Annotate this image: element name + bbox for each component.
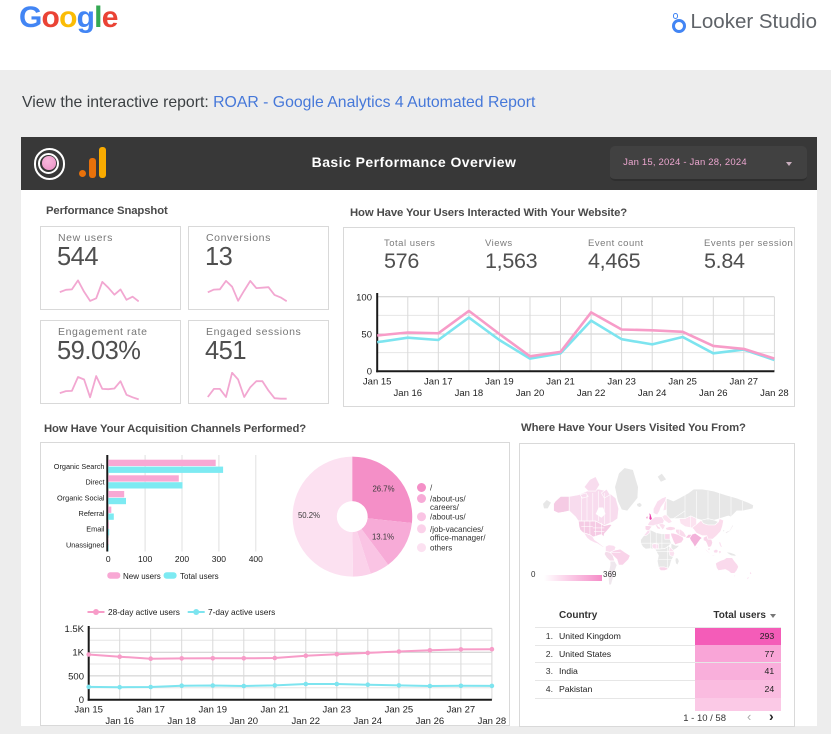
svg-text:/about-us/: /about-us/ xyxy=(430,513,466,522)
svg-text:Jan 17: Jan 17 xyxy=(136,705,165,716)
svg-text:Jan 28: Jan 28 xyxy=(478,716,507,726)
svg-text:Jan 27: Jan 27 xyxy=(447,705,476,716)
svg-text:careers/: careers/ xyxy=(430,503,460,512)
svg-text:Organic Search: Organic Search xyxy=(54,462,105,471)
svg-text:Total users: Total users xyxy=(180,572,219,581)
svg-text:Jan 28: Jan 28 xyxy=(760,388,789,399)
svg-text:Jan 20: Jan 20 xyxy=(230,716,259,726)
svg-text:28-day active users: 28-day active users xyxy=(108,607,180,617)
svg-text:New users: New users xyxy=(123,572,161,581)
svg-text:Jan 26: Jan 26 xyxy=(699,388,728,399)
svg-text:Jan 24: Jan 24 xyxy=(638,388,667,399)
svg-text:50.2%: 50.2% xyxy=(298,511,320,520)
svg-text:0: 0 xyxy=(367,367,372,378)
svg-text:Jan 25: Jan 25 xyxy=(668,377,697,388)
svg-text:/about-us/: /about-us/ xyxy=(430,495,466,504)
svg-text:Jan 21: Jan 21 xyxy=(546,377,575,388)
svg-text:others: others xyxy=(430,544,452,553)
svg-text:1K: 1K xyxy=(72,648,84,659)
svg-text:0: 0 xyxy=(79,695,84,706)
svg-text:Jan 17: Jan 17 xyxy=(424,377,453,388)
svg-text:Jan 15: Jan 15 xyxy=(74,705,103,716)
svg-text:Jan 20: Jan 20 xyxy=(516,388,545,399)
svg-text:200: 200 xyxy=(175,554,189,564)
svg-text:Jan 26: Jan 26 xyxy=(416,716,445,726)
svg-text:Jan 23: Jan 23 xyxy=(607,377,636,388)
svg-text:Email: Email xyxy=(86,525,105,534)
svg-text:Jan 19: Jan 19 xyxy=(199,705,228,716)
svg-text:Jan 25: Jan 25 xyxy=(385,705,414,716)
svg-text:400: 400 xyxy=(249,554,263,564)
svg-text:Referral: Referral xyxy=(79,509,105,518)
svg-text:Unassigned: Unassigned xyxy=(66,540,105,549)
svg-text:Jan 19: Jan 19 xyxy=(485,377,514,388)
svg-text:Jan 24: Jan 24 xyxy=(354,716,383,726)
svg-text:1.5K: 1.5K xyxy=(64,624,84,635)
svg-text:26.7%: 26.7% xyxy=(372,485,394,494)
svg-text:0: 0 xyxy=(106,554,111,564)
svg-text:Jan 22: Jan 22 xyxy=(292,716,321,726)
svg-text:Jan 15: Jan 15 xyxy=(363,377,392,388)
svg-text:500: 500 xyxy=(68,671,84,682)
svg-text:Jan 22: Jan 22 xyxy=(577,388,606,399)
svg-text:Jan 21: Jan 21 xyxy=(261,705,290,716)
svg-text:50: 50 xyxy=(361,330,372,341)
svg-text:13.1%: 13.1% xyxy=(372,533,394,542)
svg-text:300: 300 xyxy=(212,554,226,564)
svg-text:Jan 23: Jan 23 xyxy=(323,705,352,716)
svg-text:Jan 18: Jan 18 xyxy=(455,388,484,399)
svg-text:100: 100 xyxy=(356,292,372,303)
svg-text:Organic Social: Organic Social xyxy=(57,493,105,502)
svg-text:/: / xyxy=(430,484,433,493)
svg-text:7-day active users: 7-day active users xyxy=(208,607,275,617)
svg-text:Jan 16: Jan 16 xyxy=(394,388,423,399)
svg-text:office-manager/: office-manager/ xyxy=(430,534,486,543)
svg-text:/job-vacancies/: /job-vacancies/ xyxy=(430,525,484,534)
svg-text:Jan 27: Jan 27 xyxy=(730,377,759,388)
svg-text:Jan 18: Jan 18 xyxy=(167,716,196,726)
svg-text:100: 100 xyxy=(138,554,152,564)
svg-text:Direct: Direct xyxy=(85,478,104,487)
svg-text:Jan 16: Jan 16 xyxy=(105,716,134,726)
